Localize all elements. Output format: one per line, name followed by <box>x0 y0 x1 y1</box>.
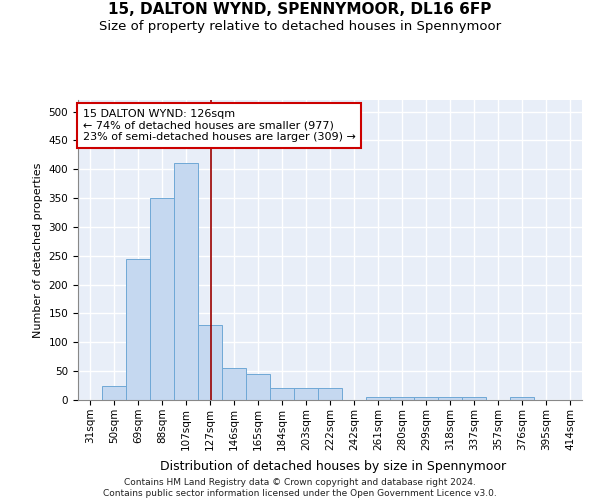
Bar <box>246 374 270 400</box>
Bar <box>150 198 174 400</box>
Bar <box>126 258 150 400</box>
Bar <box>318 388 342 400</box>
Bar <box>102 386 126 400</box>
Bar <box>270 388 294 400</box>
Bar <box>174 164 198 400</box>
Bar <box>294 388 318 400</box>
Text: Size of property relative to detached houses in Spennymoor: Size of property relative to detached ho… <box>99 20 501 33</box>
Bar <box>390 397 414 400</box>
Bar <box>438 397 462 400</box>
Bar <box>222 368 246 400</box>
Text: Distribution of detached houses by size in Spennymoor: Distribution of detached houses by size … <box>160 460 506 473</box>
Text: 15 DALTON WYND: 126sqm
← 74% of detached houses are smaller (977)
23% of semi-de: 15 DALTON WYND: 126sqm ← 74% of detached… <box>83 109 356 142</box>
Bar <box>414 397 438 400</box>
Bar <box>366 397 390 400</box>
Text: Contains HM Land Registry data © Crown copyright and database right 2024.
Contai: Contains HM Land Registry data © Crown c… <box>103 478 497 498</box>
Bar <box>462 397 486 400</box>
Text: 15, DALTON WYND, SPENNYMOOR, DL16 6FP: 15, DALTON WYND, SPENNYMOOR, DL16 6FP <box>109 2 491 18</box>
Bar <box>198 325 222 400</box>
Y-axis label: Number of detached properties: Number of detached properties <box>33 162 43 338</box>
Bar <box>510 397 534 400</box>
